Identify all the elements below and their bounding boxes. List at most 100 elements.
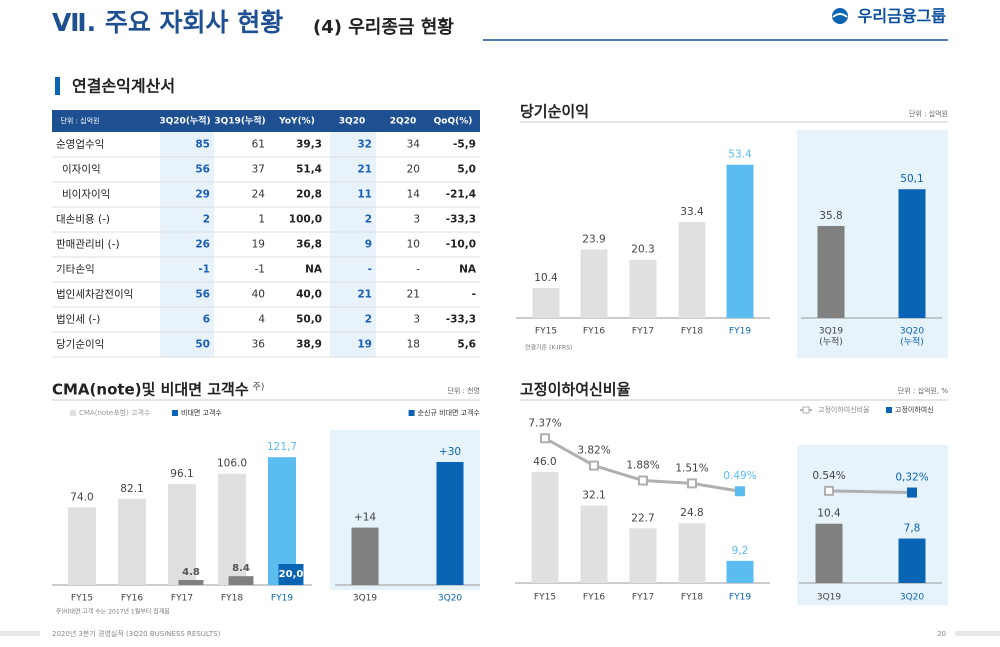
bar: [532, 288, 560, 318]
bar-value-label: 23.9: [582, 233, 605, 245]
table-cell: -1: [255, 264, 265, 276]
table-cell: 39,3: [296, 139, 322, 151]
bar-value-label: 106.0: [217, 458, 247, 470]
x-tick-label: FY17: [632, 327, 654, 337]
bar-value-label: 33.4: [680, 206, 704, 218]
logo-icon: [832, 8, 848, 24]
legend-label: 순신규 비대면 고객수: [418, 408, 481, 417]
line-value-label: 1.51%: [675, 462, 708, 474]
x-tick-label: FY19: [729, 593, 751, 603]
bar: [726, 560, 754, 583]
line-marker: [824, 485, 834, 496]
bar: [218, 473, 246, 585]
bar: [278, 564, 304, 585]
table-header-cell: QoQ(%): [434, 117, 473, 127]
x-tick-label: FY19: [271, 594, 293, 604]
x-tick-label: FY18: [681, 327, 703, 337]
table-cell: 18: [407, 339, 420, 351]
section-marker: [55, 77, 60, 95]
bar: [815, 523, 843, 583]
table-cell: 4: [258, 314, 265, 326]
bar-value-label: 9,2: [732, 545, 749, 557]
bar-value-label: +14: [354, 512, 376, 524]
bar-value-label: 10.4: [817, 508, 841, 520]
line-marker: [540, 433, 550, 444]
table-header-cell: 3Q20(누적): [159, 115, 210, 127]
line-value-label: 1.88%: [626, 460, 659, 472]
bar: [68, 507, 96, 585]
bar-value-label: 22.7: [631, 512, 654, 524]
bar-value-label: 50,1: [900, 173, 923, 185]
x-tick-label: (누적): [900, 336, 924, 348]
bar: [898, 538, 926, 583]
bar: [678, 222, 706, 318]
x-tick-label: FY15: [534, 593, 556, 603]
page-number: 20: [937, 630, 946, 638]
bar-value-label: 20,0: [279, 569, 304, 580]
table-header-cell: 단위 : 십억원: [60, 116, 99, 125]
table-cell: 9: [365, 239, 372, 251]
table-cell: NA: [305, 264, 323, 276]
table-cell: -: [368, 264, 372, 276]
legend-label: 고정이하여신: [895, 405, 934, 414]
table-cell: -21,4: [446, 189, 476, 201]
table-cell: 6: [203, 314, 210, 326]
footer-text: 2020년 3분기 경영실적 (3Q20 BUSINESS RESULTS): [52, 629, 221, 638]
table-cell: 5,6: [457, 339, 476, 351]
table-cell: 38,9: [296, 339, 322, 351]
table-shade: [160, 132, 214, 357]
x-tick-label: FY18: [221, 594, 243, 604]
legend-swatch: [172, 410, 178, 416]
logo-icon-arc: [832, 13, 848, 18]
table-header-cell: 3Q20: [339, 117, 365, 127]
slide-subtitle: (4) 우리종금 현황: [313, 17, 454, 38]
table-cell: 32: [357, 139, 372, 151]
bar: [228, 576, 254, 585]
bar-value-label: +30: [439, 446, 461, 458]
table-cell: 61: [252, 139, 265, 151]
bar: [678, 523, 706, 583]
table-cell: -1: [198, 264, 210, 276]
table-cell: 29: [195, 189, 210, 201]
bar-value-label: 53.4: [728, 149, 752, 161]
table-cell: 3: [413, 214, 420, 226]
x-tick-label: 3Q19: [353, 594, 378, 604]
chart-unit: 단위 : 천명: [447, 386, 480, 395]
bar: [580, 505, 608, 583]
x-tick-label: FY16: [583, 327, 605, 337]
bar: [531, 472, 559, 583]
footer-bar: [955, 631, 1000, 636]
table-cell: 100,0: [289, 214, 322, 226]
table-cell: -: [416, 264, 420, 276]
table-cell: 21: [357, 289, 372, 301]
x-tick-label: FY15: [535, 327, 557, 337]
x-tick-label: FY15: [71, 594, 93, 604]
legend-swatch: [886, 407, 892, 413]
legend-label: 고정이하여신비율: [818, 405, 870, 414]
table-row-label: 기타손익: [56, 264, 95, 276]
line-marker: [589, 460, 599, 471]
chart-unit: 단위 : 십억원: [909, 109, 948, 118]
legend-label: 비대면 고객수: [181, 408, 222, 417]
line-marker: [735, 486, 745, 497]
table-cell: 21: [407, 289, 420, 301]
bar-value-label: 8.4: [232, 563, 250, 574]
x-tick-label: FY17: [171, 594, 193, 604]
bar-value-label: 46.0: [533, 456, 556, 468]
logo-text: 우리금융그룹: [858, 7, 947, 26]
footer-bar: [0, 631, 40, 636]
table-cell: 19: [357, 339, 372, 351]
table-cell: 26: [195, 239, 210, 251]
x-tick-label: 3Q19: [817, 593, 842, 603]
table-cell: 56: [195, 289, 210, 301]
x-tick-label: 3Q20: [438, 594, 463, 604]
table-cell: 40: [252, 289, 265, 301]
table-row-label: 법인세차감전이익: [56, 289, 133, 301]
table-row-label: 법인세 (-): [56, 314, 100, 326]
table-cell: 2: [365, 314, 372, 326]
x-tick-label: (누적): [819, 336, 843, 348]
table-header-cell: 3Q19(누적): [214, 115, 265, 127]
table-cell: 51,4: [296, 164, 322, 176]
table-cell: 37: [252, 164, 265, 176]
